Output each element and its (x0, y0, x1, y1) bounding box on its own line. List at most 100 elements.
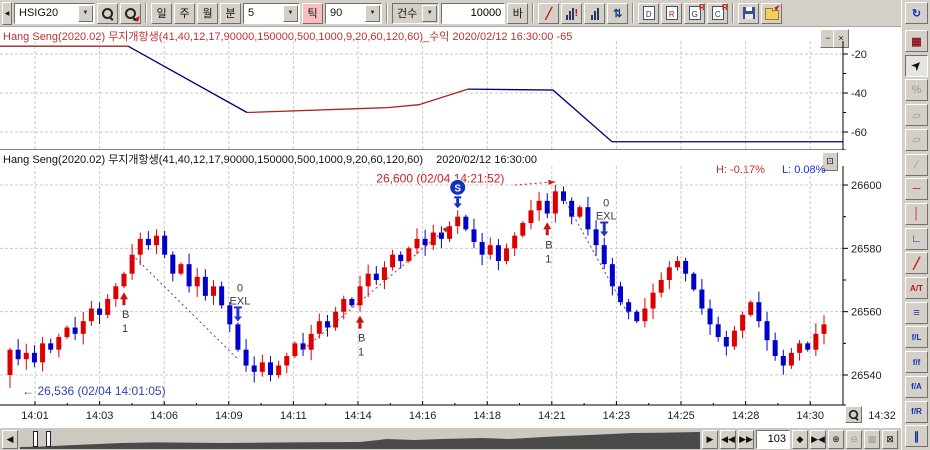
candle (357, 286, 363, 306)
y-axis-tick-label: 26580 (851, 243, 882, 255)
sort-updown-button[interactable]: ⇅ (607, 2, 629, 24)
restore-panel-button[interactable]: ⊡ (822, 152, 838, 171)
chevron-down-icon[interactable]: ▼ (422, 4, 438, 22)
recent-symbol-button[interactable] (120, 2, 141, 24)
fibo-fan-icon[interactable]: f/A (905, 375, 928, 398)
load-chart-button[interactable] (761, 2, 783, 24)
symbol-combobox[interactable]: HSIG20 ▼ (14, 2, 95, 24)
x-axis-tick-label: 14:01 (21, 410, 49, 422)
candle (626, 302, 632, 312)
candle (23, 352, 29, 360)
range-expand-button[interactable]: ◆ (792, 429, 808, 449)
recalc-signal-button[interactable]: ! (561, 2, 583, 24)
candle (813, 333, 819, 350)
count-input[interactable] (441, 2, 506, 24)
chevron-down-icon[interactable]: ▼ (283, 4, 298, 22)
fast-back-button[interactable]: ◀◀ (720, 429, 736, 449)
close-chart-button[interactable]: ⊠ (882, 429, 898, 449)
horizontal-line-icon[interactable]: ─ (905, 178, 928, 201)
signal-line-button[interactable]: ╱ (538, 2, 560, 24)
toolbar-collapse-button[interactable]: ◀ (2, 1, 12, 25)
candle (129, 254, 135, 274)
new-chart-button[interactable]: D (638, 2, 660, 24)
count-mode-combobox[interactable]: 건수 ▼ (392, 2, 440, 24)
navigator-handle-left[interactable] (33, 431, 38, 447)
period-tick-button[interactable]: 틱 (302, 2, 323, 24)
period-month-button[interactable]: 월 (197, 2, 218, 24)
period-minute-button[interactable]: 분 (220, 2, 241, 24)
scroll-left-button[interactable]: ◀ (2, 429, 18, 449)
trend-line-icon[interactable]: ╱ (905, 252, 928, 275)
candle (227, 305, 233, 325)
text-tool-icon[interactable]: A/T (905, 277, 928, 299)
candle (137, 238, 143, 255)
symbol-value: HSIG20 (19, 7, 59, 19)
scroll-right-button[interactable]: ▶ (702, 429, 718, 449)
x-axis-tick-label: 14:21 (538, 410, 566, 422)
candle (642, 308, 648, 322)
price-panel-title: Hang Seng(2020.02) 무지개항생(41,40,12,17,900… (3, 151, 537, 167)
candle (536, 200, 542, 211)
tick-interval-combobox[interactable]: 90 ▼ (325, 2, 382, 24)
buy-arrow-icon (119, 292, 128, 306)
visible-bars-input[interactable] (756, 429, 790, 449)
vertical-line-icon[interactable]: │ (905, 202, 928, 225)
fibo-timezone-icon[interactable]: f/L (905, 326, 928, 349)
buy-marker-label: 1 (358, 347, 364, 359)
fast-forward-button[interactable]: ▶▶ (738, 429, 754, 449)
candle (447, 226, 453, 239)
buy-marker-label: B (122, 309, 129, 321)
x-axis-tick-label: 14:30 (796, 410, 824, 422)
profit-chart-canvas[interactable]: -20 -40 -60 (0, 41, 901, 151)
edit-line-icon[interactable]: ∕ (905, 153, 928, 176)
minute-interval-value: 5 (248, 7, 255, 19)
erase-all-icon[interactable]: ▱ (905, 128, 928, 151)
bar-unit-button[interactable]: 바 (507, 2, 529, 24)
exit-arrow-icon (233, 316, 242, 322)
fibo-lines-icon[interactable]: ≡ (905, 301, 928, 324)
cursor-icon[interactable]: ➤ (905, 54, 928, 77)
candle (520, 223, 526, 236)
x-axis-tick-label: 14:28 (732, 410, 760, 422)
percent-measure-icon[interactable]: % (905, 79, 928, 102)
save-chart-button[interactable] (738, 2, 760, 24)
high-annotation: 26,600 (02/04 14:21:52) (376, 172, 504, 186)
parallel-lines-icon[interactable]: ∥ (905, 425, 928, 448)
refresh-icon[interactable]: ↻ (905, 2, 928, 24)
fibo-retrace-icon[interactable]: f/R (905, 400, 928, 423)
fibo-wave-icon[interactable]: f/f (905, 351, 928, 374)
candle (634, 311, 640, 322)
close-panel-button[interactable]: × (833, 29, 849, 48)
candle (235, 324, 241, 350)
candle (170, 254, 176, 274)
separator (632, 3, 635, 23)
price-chart-canvas[interactable]: 26,600 (02/04 14:21:52) ← 26,536 (02/04 1… (0, 166, 901, 428)
history-navigator[interactable] (20, 429, 700, 449)
minute-interval-combobox[interactable]: 5 ▼ (243, 2, 300, 24)
chart-pattern-icon[interactable]: ▦ (905, 30, 928, 52)
candle (414, 238, 420, 249)
refresh-chart-button[interactable]: R (661, 2, 683, 24)
angle-line-icon[interactable]: ∟ (905, 227, 928, 250)
candle (691, 273, 697, 290)
range-end-button[interactable]: ▶◀ (810, 429, 826, 449)
candle (308, 333, 314, 350)
navigator-handle-right[interactable] (46, 431, 51, 447)
symbol-search-button[interactable] (97, 2, 118, 24)
eraser-icon[interactable]: ▱ (905, 104, 928, 127)
candle (113, 286, 119, 300)
axis-zoom-button[interactable] (845, 406, 862, 423)
sell-marker-label: S (454, 183, 461, 194)
chevron-down-icon[interactable]: ▼ (78, 4, 93, 22)
candle (544, 200, 550, 214)
period-week-button[interactable]: 주 (174, 2, 195, 24)
candle (15, 349, 21, 360)
zoom-in-button[interactable]: ⊕ (828, 429, 844, 449)
volume-bars-button[interactable] (584, 2, 606, 24)
candle (40, 343, 46, 363)
candle (504, 248, 510, 262)
period-day-button[interactable]: 일 (151, 2, 172, 24)
chevron-down-icon[interactable]: ▼ (365, 4, 380, 22)
